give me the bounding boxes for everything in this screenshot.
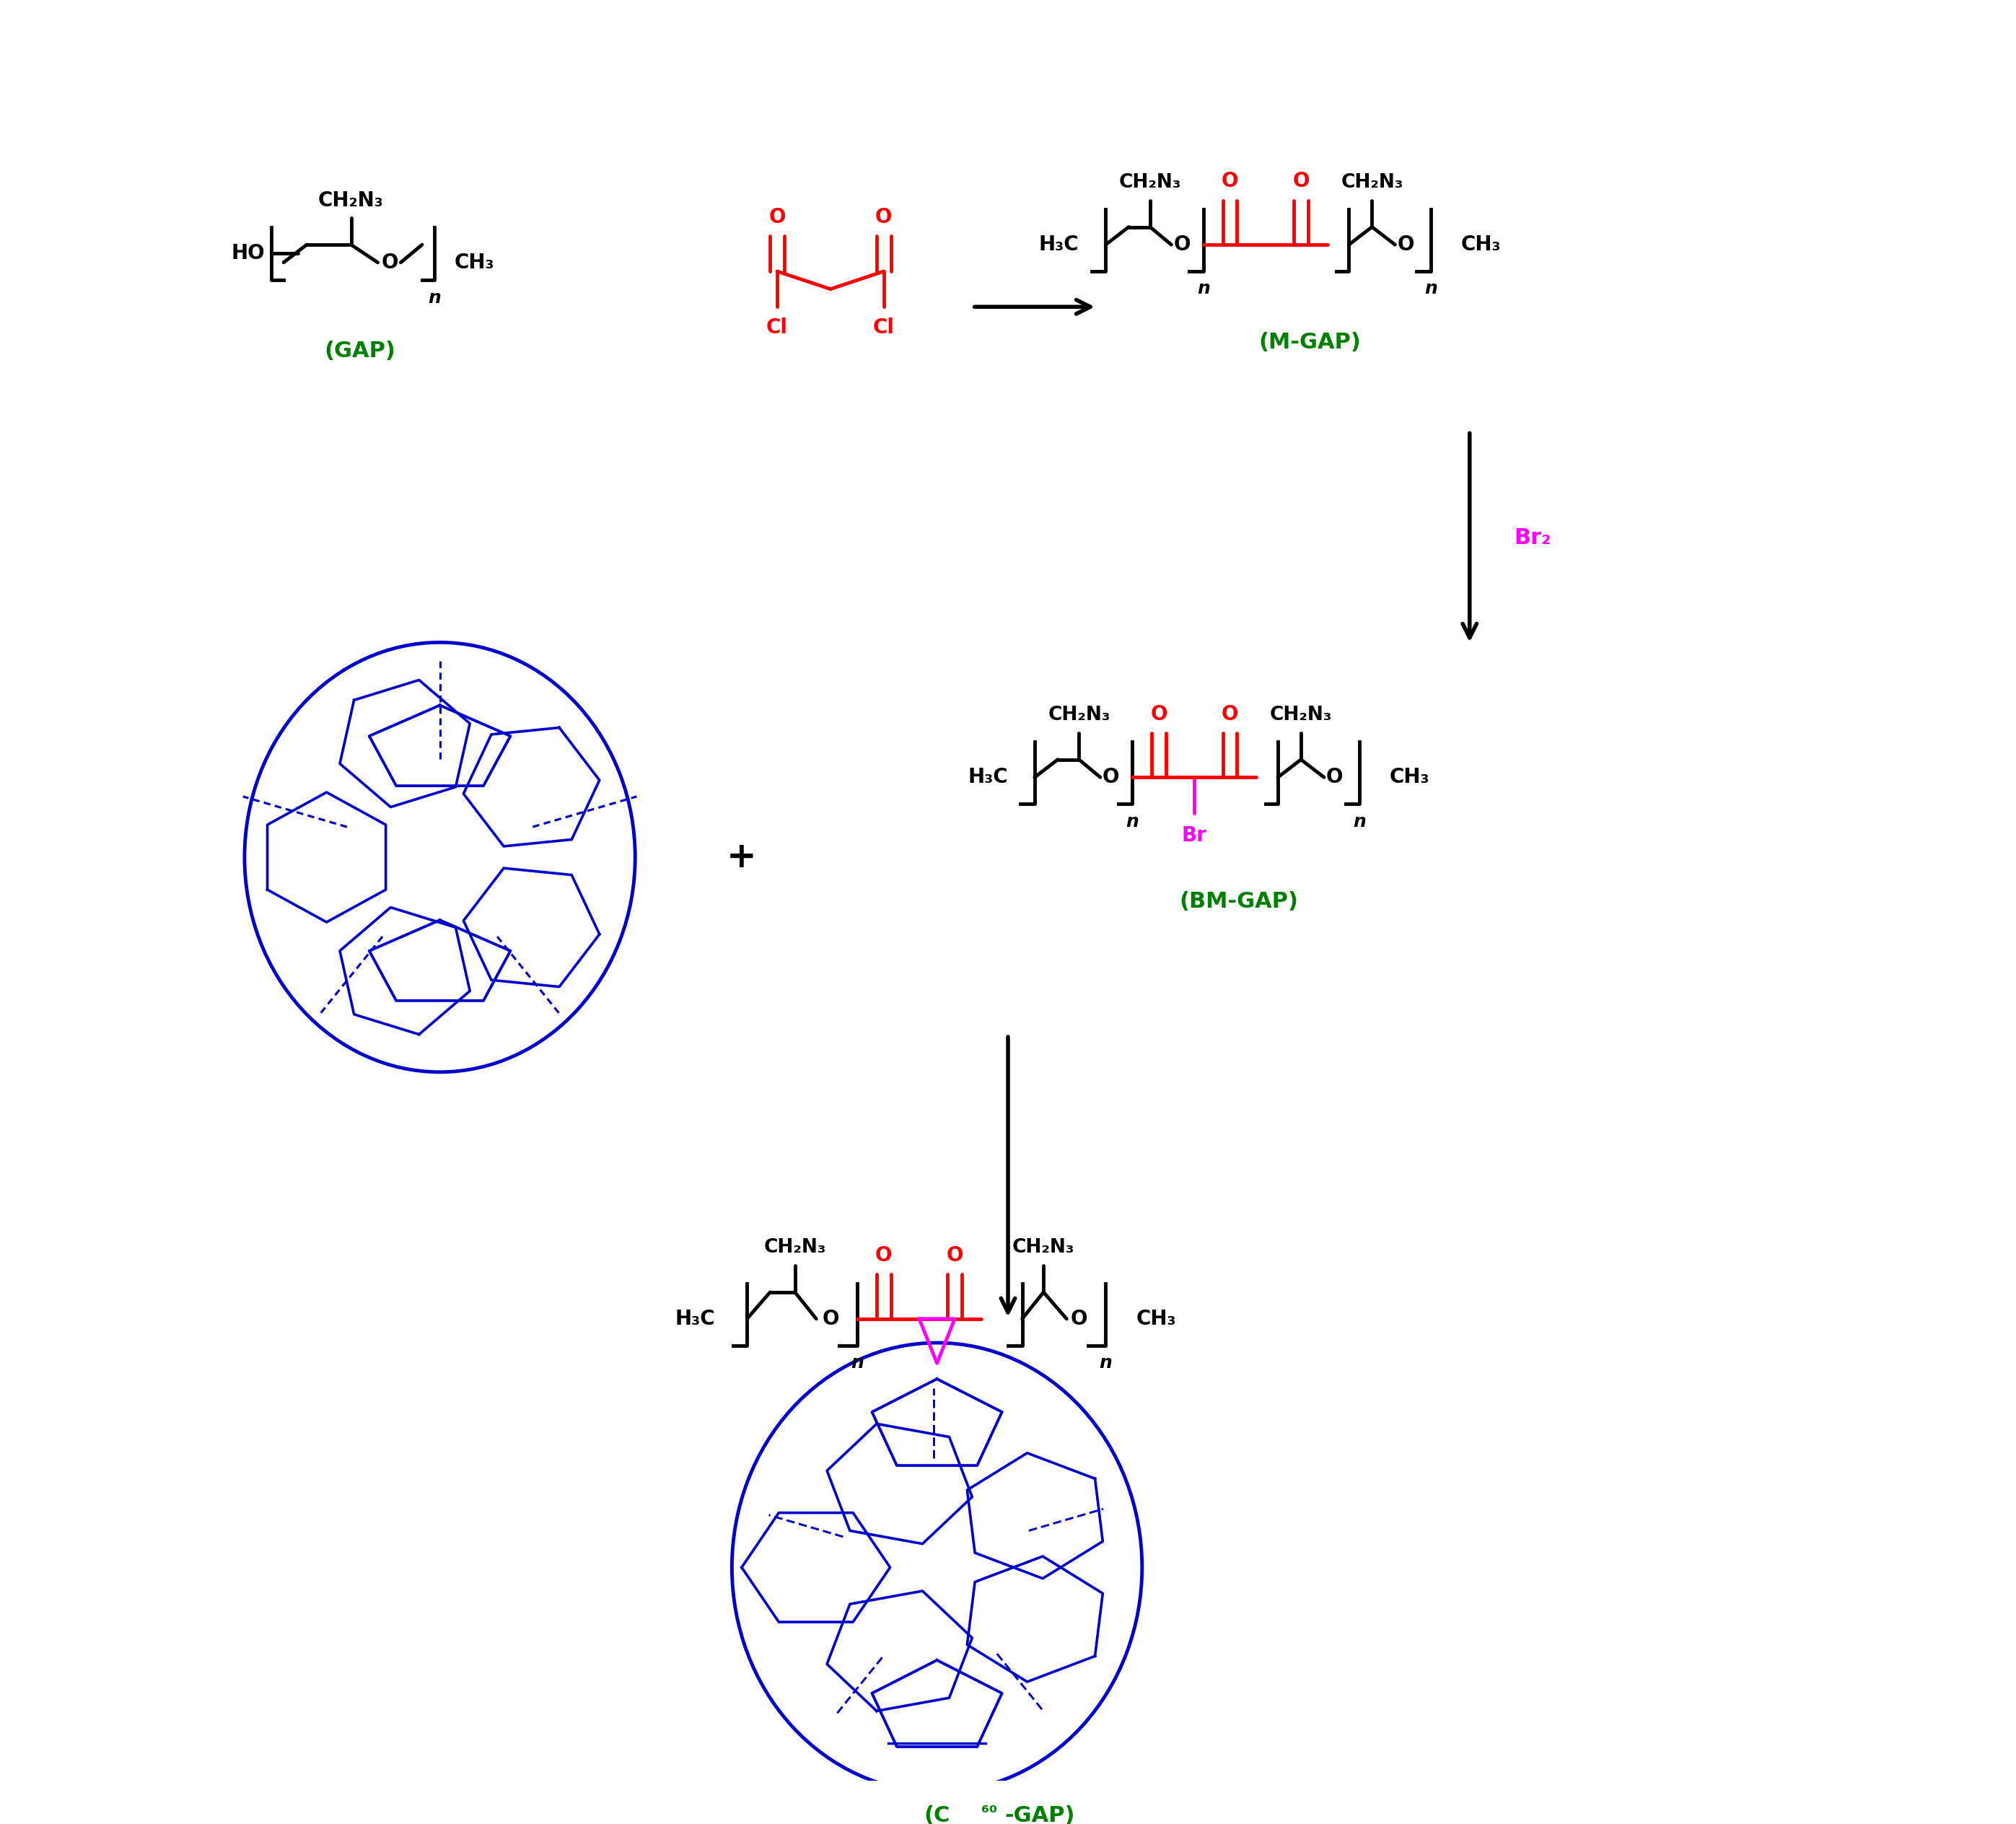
Text: O: O bbox=[875, 206, 893, 226]
Text: O: O bbox=[1397, 235, 1413, 255]
Text: O: O bbox=[1151, 704, 1167, 724]
Text: n: n bbox=[1423, 281, 1437, 297]
Text: CH₃: CH₃ bbox=[1389, 768, 1429, 788]
Text: n: n bbox=[1099, 1355, 1113, 1372]
Text: CH₂N₃: CH₂N₃ bbox=[1048, 706, 1111, 724]
Text: CH₂N₃: CH₂N₃ bbox=[1270, 706, 1333, 724]
Text: (C: (C bbox=[923, 1806, 950, 1824]
Text: n: n bbox=[427, 288, 442, 306]
Text: O: O bbox=[1103, 768, 1119, 788]
Text: Br: Br bbox=[1181, 824, 1208, 846]
Text: O: O bbox=[823, 1310, 839, 1330]
Text: H₃C: H₃C bbox=[1038, 235, 1079, 255]
Text: CH₂N₃: CH₂N₃ bbox=[319, 190, 383, 210]
Text: O: O bbox=[1070, 1310, 1087, 1330]
Text: ₆₀: ₆₀ bbox=[982, 1798, 998, 1817]
Text: H₃C: H₃C bbox=[968, 768, 1008, 788]
Text: n: n bbox=[1125, 814, 1139, 830]
Text: HO: HO bbox=[232, 243, 264, 264]
Text: -GAP): -GAP) bbox=[1004, 1806, 1075, 1824]
Text: n: n bbox=[1198, 281, 1210, 297]
Text: CH₃: CH₃ bbox=[1135, 1310, 1175, 1330]
Text: (M-GAP): (M-GAP) bbox=[1258, 332, 1361, 352]
Text: O: O bbox=[1222, 171, 1238, 192]
Text: (BM-GAP): (BM-GAP) bbox=[1179, 892, 1298, 912]
Text: Cl: Cl bbox=[873, 317, 895, 337]
Text: Cl: Cl bbox=[766, 317, 788, 337]
Text: CH₃: CH₃ bbox=[454, 252, 494, 272]
Text: O: O bbox=[1173, 235, 1191, 255]
Text: O: O bbox=[768, 206, 786, 226]
Text: Br₂: Br₂ bbox=[1514, 527, 1550, 547]
Text: H₃C: H₃C bbox=[675, 1310, 716, 1330]
Text: CH₃: CH₃ bbox=[1462, 235, 1500, 255]
Text: CH₂N₃: CH₂N₃ bbox=[1341, 173, 1403, 192]
Text: (GAP): (GAP) bbox=[325, 341, 395, 361]
Text: n: n bbox=[851, 1355, 863, 1372]
Text: CH₂N₃: CH₂N₃ bbox=[764, 1238, 827, 1257]
Text: O: O bbox=[1327, 768, 1343, 788]
Text: O: O bbox=[1292, 171, 1310, 192]
Text: +: + bbox=[726, 839, 756, 874]
Text: CH₂N₃: CH₂N₃ bbox=[1012, 1238, 1075, 1257]
Text: CH₂N₃: CH₂N₃ bbox=[1119, 173, 1181, 192]
Text: n: n bbox=[1353, 814, 1367, 830]
Text: O: O bbox=[381, 252, 399, 272]
Text: O: O bbox=[875, 1246, 893, 1266]
Text: O: O bbox=[946, 1246, 964, 1266]
Text: O: O bbox=[1222, 704, 1238, 724]
